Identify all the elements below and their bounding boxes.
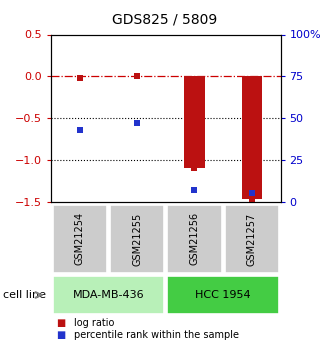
Text: log ratio: log ratio	[74, 318, 115, 327]
Text: GSM21257: GSM21257	[247, 212, 257, 266]
Text: ■: ■	[56, 330, 65, 339]
Text: GSM21256: GSM21256	[189, 213, 200, 265]
Text: GSM21255: GSM21255	[132, 212, 142, 266]
Text: MDA-MB-436: MDA-MB-436	[73, 290, 144, 300]
Text: GDS825 / 5809: GDS825 / 5809	[113, 12, 217, 26]
Text: percentile rank within the sample: percentile rank within the sample	[74, 330, 239, 339]
Text: ■: ■	[56, 318, 65, 327]
Text: GSM21254: GSM21254	[75, 213, 85, 265]
Text: HCC 1954: HCC 1954	[195, 290, 251, 300]
Text: cell line: cell line	[3, 290, 46, 300]
Bar	[242, 76, 262, 199]
Bar	[184, 76, 205, 168]
